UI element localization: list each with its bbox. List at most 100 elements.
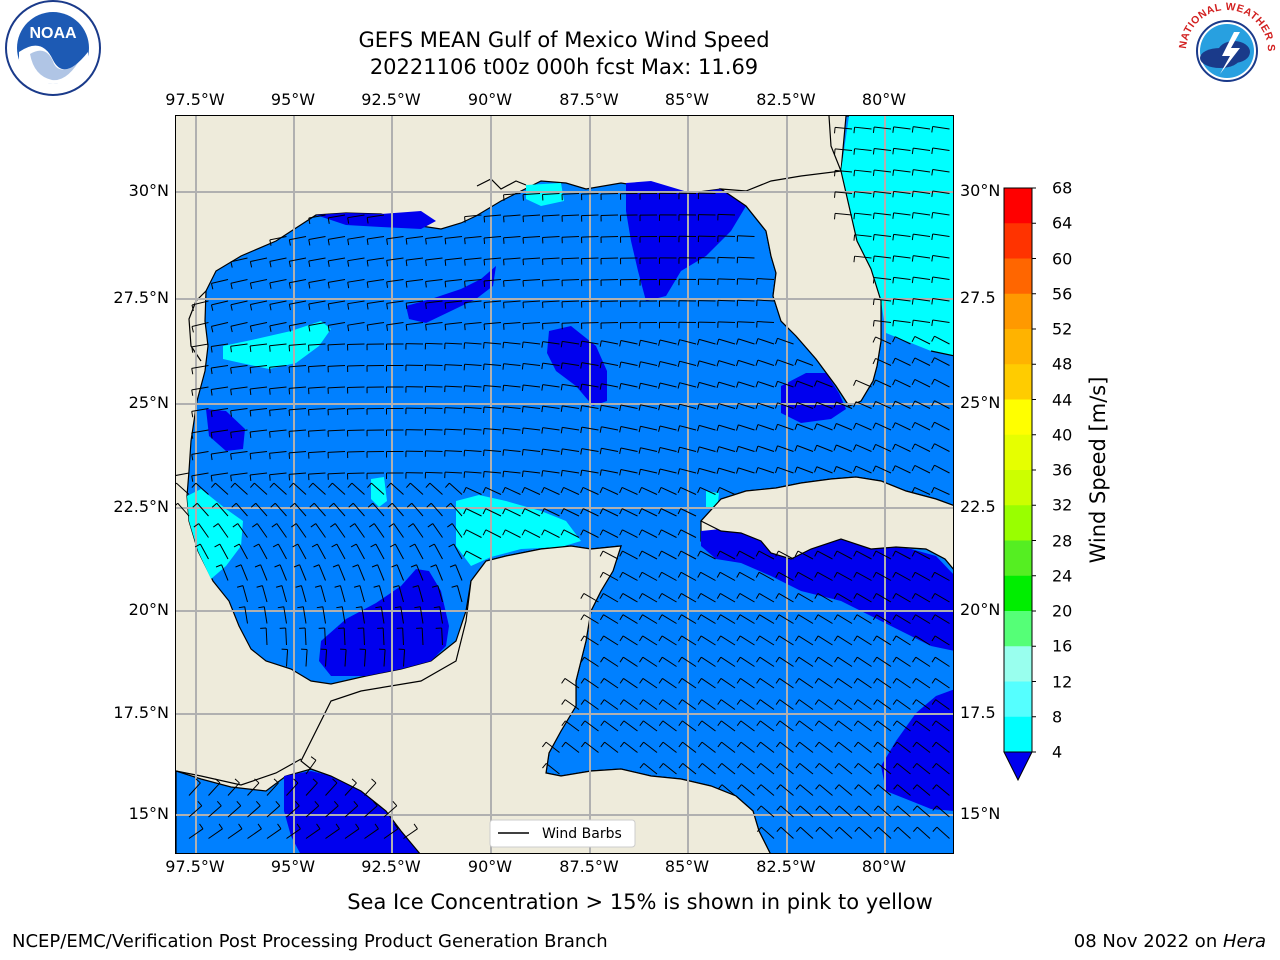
wind-barb-flag — [191, 454, 194, 461]
wind-barb-flag — [308, 303, 311, 311]
wind-barb — [816, 466, 833, 474]
lon-label-bottom: 95°W — [270, 857, 316, 876]
wind-barb-flag — [405, 482, 411, 488]
wind-barb — [398, 585, 404, 603]
wind-barb-flag — [795, 826, 801, 832]
wind-barb — [838, 741, 853, 753]
wind-barb-flag — [599, 469, 602, 476]
wind-barb-flag — [269, 388, 271, 395]
wind-barb — [934, 635, 950, 646]
wind-barb-flag — [366, 324, 369, 332]
wind-barb-flag — [463, 487, 467, 494]
wind-barb — [347, 408, 365, 410]
wind-barb — [874, 320, 892, 323]
wind-barb — [817, 614, 833, 624]
wind-barb-flag — [658, 720, 664, 727]
wind-barb-flag — [872, 277, 875, 284]
wind-barb — [818, 656, 833, 667]
wind-barb-flag — [853, 170, 856, 177]
wind-barb — [256, 523, 268, 538]
wind-barb-flag — [775, 550, 779, 557]
wind-barb-flag — [677, 339, 681, 346]
wind-barb — [758, 571, 775, 581]
wind-barb-flag — [638, 361, 641, 368]
wind-barb — [640, 468, 658, 474]
wind-barb-flag — [873, 741, 878, 748]
wind-barb — [230, 257, 248, 263]
wind-barb — [818, 762, 833, 775]
wind-barb-flag — [619, 469, 622, 476]
wind-barb — [286, 782, 299, 796]
wind-barb — [739, 593, 755, 603]
wind-barb — [914, 357, 931, 366]
wind-barb — [604, 741, 619, 753]
wind-barb — [874, 191, 892, 194]
wind-barb-flag — [912, 741, 917, 748]
wind-barb — [523, 193, 541, 196]
wind-barb-flag — [560, 341, 563, 348]
wind-barb — [336, 543, 346, 560]
colorbar-segment — [1004, 716, 1032, 753]
wind-barb — [757, 338, 775, 345]
wind-barb-flag — [352, 564, 359, 568]
wind-barb — [435, 564, 443, 581]
wind-barb — [913, 147, 931, 151]
wind-barb — [893, 233, 911, 237]
wind-barb — [453, 543, 463, 560]
wind-barb-flag — [254, 778, 260, 784]
colorbar-extend-arrow — [1003, 751, 1033, 782]
wind-barb-flag — [561, 699, 566, 705]
wind-barb-flag — [755, 572, 760, 578]
wind-barb-flag — [795, 656, 800, 663]
wind-barb-flag — [210, 304, 214, 311]
wind-barb — [622, 614, 638, 624]
wind-barb — [857, 677, 872, 689]
wind-barb — [757, 381, 775, 388]
wind-barb — [406, 236, 424, 240]
wind-barb — [737, 235, 755, 237]
wind-barb-flag — [638, 614, 643, 621]
wind-barb — [255, 502, 268, 517]
footer-date-text: 08 Nov 2022 on — [1073, 931, 1223, 952]
wind-barb-flag — [931, 298, 934, 305]
wind-barb-flag — [872, 212, 875, 220]
wind-barb-flag — [756, 784, 762, 790]
wind-barb — [760, 741, 775, 753]
wind-barb — [602, 508, 619, 517]
map-panel[interactable]: Wind Barbs — [175, 115, 954, 854]
wind-barb-flag — [599, 508, 604, 515]
wind-barb-flag — [911, 169, 914, 176]
wind-barb — [393, 523, 404, 538]
wind-barb — [503, 300, 521, 303]
wind-barb-flag — [658, 699, 664, 705]
footer-branch: NCEP/EMC/Verification Post Processing Pr… — [12, 931, 608, 952]
wind-barb — [344, 828, 360, 839]
wind-barb-flag — [755, 381, 759, 388]
wind-barb — [855, 379, 872, 388]
wind-barb — [269, 322, 287, 327]
wind-barb — [347, 214, 365, 219]
lon-label-top: 80°W — [861, 90, 907, 109]
wind-barb — [503, 449, 521, 452]
wind-barb — [562, 383, 580, 388]
wind-barb-flag — [854, 826, 860, 832]
wind-barb — [914, 464, 931, 474]
wind-barb-flag — [853, 614, 858, 621]
wind-barb — [780, 805, 794, 818]
wind-barb-flag — [892, 255, 895, 262]
wind-barb-flag — [502, 471, 505, 478]
wind-barb-flag — [872, 358, 876, 365]
wind-barb — [856, 571, 872, 581]
wind-barb — [544, 529, 560, 538]
lon-label-top: 87.5°W — [559, 90, 619, 109]
wind-barb — [315, 523, 326, 538]
wind-barb-flag — [600, 720, 605, 727]
wind-barb-flag — [541, 487, 545, 494]
wind-barb-flag — [230, 261, 233, 268]
wind-barb — [562, 469, 580, 474]
wind-barb — [719, 486, 736, 495]
wind-barb — [932, 276, 950, 280]
wind-barb-flag — [776, 763, 781, 769]
wind-barb — [542, 362, 560, 366]
wind-barb — [874, 212, 892, 216]
